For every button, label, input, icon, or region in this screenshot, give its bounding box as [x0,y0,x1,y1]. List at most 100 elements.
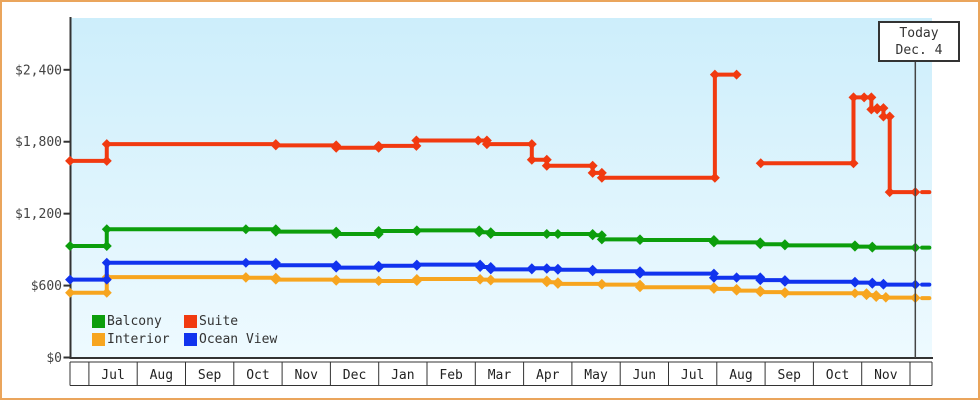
series-marker-suite [373,140,384,151]
series-marker-ocean-view [65,274,76,285]
series-marker-balcony [373,226,384,237]
plot-background [70,18,932,358]
series-marker-interior [270,274,281,285]
series-marker-suite [101,155,112,166]
series-marker-suite [709,69,720,80]
series-marker-balcony [65,241,76,252]
series-marker-interior [411,273,422,284]
series-marker-ocean-view [731,272,742,283]
series-marker-interior [373,276,384,287]
legend-swatch-ocean-view [184,333,197,346]
legend-item-suite: Suite [184,314,277,329]
series-marker-balcony [541,229,552,240]
series-marker-suite [270,140,281,151]
series-marker-suite [848,158,859,169]
series-marker-interior [635,282,646,293]
series-marker-interior [475,274,486,285]
series-marker-interior [755,287,766,298]
series-marker-balcony [635,235,646,246]
series-marker-suite [526,139,537,150]
legend-swatch-suite [184,315,197,328]
x-axis-month-label: Feb [439,368,463,383]
series-marker-balcony [596,234,607,245]
today-date: Dec. 4 [895,42,943,58]
legend-label-ocean-view: Ocean View [199,332,278,347]
series-marker-interior [779,288,790,299]
series-marker-ocean-view [240,257,251,268]
legend-item-interior: Interior [92,332,184,347]
series-marker-suite [596,172,607,183]
series-marker-balcony [867,242,878,253]
series-marker-suite [101,139,112,150]
series-marker-ocean-view [411,259,422,270]
x-axis-month-label: Oct [826,368,849,383]
series-marker-balcony [708,237,719,248]
series-marker-ocean-view [878,279,889,290]
x-axis-month-label: Jun [633,368,656,383]
series-marker-ocean-view [779,276,790,287]
x-axis-month-label: Mar [488,368,512,383]
series-marker-ocean-view [485,264,496,275]
series-marker-interior [485,275,496,286]
series-marker-interior [880,292,891,303]
series-marker-ocean-view [270,260,281,271]
series-marker-ocean-view [541,263,552,274]
series-marker-suite [859,92,870,103]
series-marker-balcony [485,229,496,240]
series-marker-balcony [411,225,422,236]
x-axis-month-label: Nov [874,368,898,383]
series-marker-interior [101,287,112,298]
legend-item-balcony: Balcony [92,314,184,329]
today-marker-box: Today Dec. 4 [878,21,960,62]
series-marker-suite [878,111,889,122]
series-marker-ocean-view [373,260,384,271]
y-axis-label: $2,400 [15,63,62,78]
series-marker-balcony [552,229,563,240]
series-marker-interior [871,291,882,302]
series-marker-balcony [101,241,112,252]
series-marker-suite [709,172,720,183]
series-marker-ocean-view [867,278,878,289]
x-axis-month-label: Nov [295,368,319,383]
legend-swatch-interior [92,333,105,346]
series-marker-ocean-view [635,268,646,279]
series-marker-ocean-view [101,257,112,268]
series-marker-interior [731,285,742,296]
legend-label-interior: Interior [107,332,170,347]
x-axis-month-label: Jan [391,368,414,383]
series-marker-suite [411,135,422,146]
series-marker-suite [65,155,76,166]
series-marker-ocean-view [331,262,342,273]
y-axis-label: $0 [46,351,62,366]
series-marker-interior [541,277,552,288]
x-axis-month-label: Sep [778,368,802,383]
series-marker-ocean-view [755,275,766,286]
series-marker-balcony [849,241,860,252]
series-marker-interior [596,279,607,290]
series-marker-interior [552,278,563,289]
series-marker-ocean-view [552,264,563,275]
series-marker-suite [411,140,422,151]
series-marker-ocean-view [587,266,598,277]
x-axis-month-label: Jul [681,368,704,383]
series-marker-ocean-view [526,263,537,274]
series-marker-interior [65,287,76,298]
series-marker-suite [541,160,552,171]
series-marker-balcony [587,230,598,241]
series-marker-balcony [270,226,281,237]
series-marker-suite [473,135,484,146]
y-axis-label: $1,200 [15,207,62,222]
series-marker-suite [526,154,537,165]
series-marker-interior [708,283,719,294]
series-marker-interior [331,275,342,286]
series-marker-suite [731,69,742,80]
today-label: Today [899,25,939,41]
series-marker-suite [884,187,895,198]
series-marker-suite [481,139,492,150]
series-marker-interior [849,288,860,299]
x-axis-month-label: Dec [343,368,366,383]
series-marker-ocean-view [849,277,860,288]
series-marker-suite [866,92,877,103]
